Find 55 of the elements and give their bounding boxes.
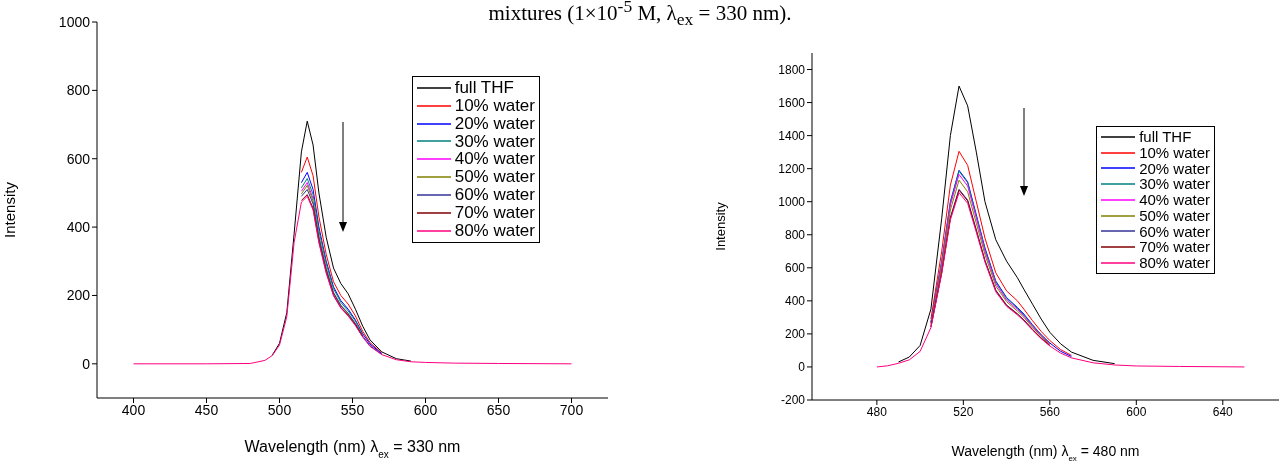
legend-label: 40% water xyxy=(1139,191,1210,208)
legend-label: full THF xyxy=(1139,128,1192,145)
y-tick-label: 200 xyxy=(66,287,91,304)
y-tick-label: 1200 xyxy=(778,161,806,176)
legend-label: 70% water xyxy=(1139,238,1210,256)
y-tick-label: 800 xyxy=(66,82,91,99)
y-tick-label: 400 xyxy=(784,294,806,309)
y-tick-label: 200 xyxy=(784,327,806,342)
legend-label: 30% water xyxy=(454,131,535,151)
y-tick-label: 0 xyxy=(82,355,91,372)
legend-label: 10% water xyxy=(454,95,535,115)
legend-label: 20% water xyxy=(454,113,535,133)
line-series xyxy=(876,192,1245,368)
y-tick-label: 0 xyxy=(798,360,806,375)
x-tick-label: 640 xyxy=(1212,404,1234,419)
x-tick-label: 550 xyxy=(340,401,365,418)
legend-label: 30% water xyxy=(1139,175,1210,193)
chart-title: mixtures (1×10$^{-5}$ M, λ$_{ex}$ = 330 nm). xyxy=(487,0,793,31)
legend-label: 70% water xyxy=(454,202,535,222)
line-series xyxy=(897,85,1116,365)
y-tick-label: 800 xyxy=(784,228,806,243)
legend-label: 20% water xyxy=(1139,159,1210,177)
line-series xyxy=(271,120,412,362)
y-tick-label: 600 xyxy=(784,261,806,276)
legend-label: full THF xyxy=(454,78,514,97)
x-tick-label: 500 xyxy=(267,401,292,418)
x-tick-label: 600 xyxy=(413,401,438,418)
y-tick-label: 600 xyxy=(66,150,91,167)
x-tick-label: 650 xyxy=(486,401,511,418)
legend-label: 50% water xyxy=(1139,206,1210,224)
y-tick-label: 400 xyxy=(66,219,91,236)
x-tick-label: 480 xyxy=(866,404,888,419)
legend-label: 80% water xyxy=(1139,254,1210,271)
x-tick-label: 400 xyxy=(121,401,146,418)
legend-label: 60% water xyxy=(454,185,535,205)
x-tick-label: 600 xyxy=(1126,404,1147,419)
legend-label: 50% water xyxy=(454,167,535,187)
x-axis-title: Wavelength (nm) λ$_{ex}$ = 480 nm xyxy=(951,443,1140,463)
y-tick-label: 1000 xyxy=(778,194,806,209)
legend-label: 60% water xyxy=(1139,222,1210,240)
y-tick-label: 1000 xyxy=(58,13,91,30)
x-axis-title: Wavelength (nm) λ$_{ex}$ = 330 nm xyxy=(244,438,461,460)
x-tick-label: 700 xyxy=(559,401,584,418)
y-axis-title: Intensity xyxy=(1,181,19,238)
x-tick-label: 520 xyxy=(953,404,974,419)
y-tick-label: -200 xyxy=(780,393,806,408)
x-tick-label: 560 xyxy=(1039,404,1061,419)
legend-label: 80% water xyxy=(454,220,535,240)
x-tick-label: 450 xyxy=(194,401,219,418)
y-tick-label: 1600 xyxy=(778,95,806,110)
legend-label: 10% water xyxy=(1139,143,1210,161)
legend-label: 40% water xyxy=(454,149,535,169)
y-tick-label: 1400 xyxy=(778,128,806,143)
y-axis-title: Intensity xyxy=(712,201,728,251)
y-tick-label: 1800 xyxy=(778,62,806,77)
